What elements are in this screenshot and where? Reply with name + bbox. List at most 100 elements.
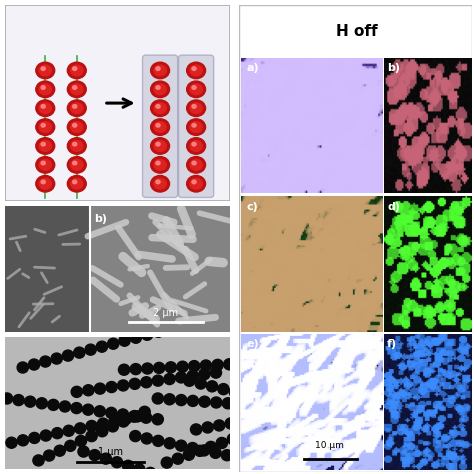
Circle shape xyxy=(48,400,59,410)
Circle shape xyxy=(156,123,160,127)
Text: d): d) xyxy=(387,201,400,212)
Circle shape xyxy=(85,344,96,355)
Circle shape xyxy=(134,464,145,474)
FancyBboxPatch shape xyxy=(179,55,214,198)
Text: c): c) xyxy=(246,201,258,212)
Circle shape xyxy=(152,375,164,386)
Circle shape xyxy=(130,332,141,343)
Circle shape xyxy=(94,406,105,417)
Circle shape xyxy=(130,430,141,442)
Circle shape xyxy=(67,81,86,98)
Circle shape xyxy=(129,378,140,389)
Circle shape xyxy=(238,429,249,441)
Circle shape xyxy=(78,446,89,457)
Circle shape xyxy=(41,142,46,146)
Circle shape xyxy=(187,175,206,192)
Circle shape xyxy=(156,471,167,474)
Circle shape xyxy=(73,347,85,358)
Circle shape xyxy=(164,438,175,449)
Circle shape xyxy=(73,105,77,108)
Circle shape xyxy=(260,422,272,433)
Circle shape xyxy=(192,142,196,146)
Circle shape xyxy=(118,364,130,375)
Circle shape xyxy=(199,369,210,380)
Circle shape xyxy=(153,326,164,337)
Circle shape xyxy=(39,65,51,76)
Circle shape xyxy=(36,81,55,98)
Circle shape xyxy=(36,138,55,154)
Circle shape xyxy=(41,161,46,165)
Circle shape xyxy=(210,397,222,408)
Circle shape xyxy=(175,394,187,406)
Circle shape xyxy=(39,122,51,132)
Circle shape xyxy=(54,445,65,456)
Circle shape xyxy=(152,393,164,404)
Circle shape xyxy=(187,138,206,154)
Circle shape xyxy=(192,161,196,165)
Circle shape xyxy=(73,180,77,184)
Circle shape xyxy=(73,86,77,89)
Circle shape xyxy=(156,142,160,146)
Circle shape xyxy=(236,358,246,369)
Circle shape xyxy=(237,416,248,427)
Circle shape xyxy=(107,421,118,432)
Circle shape xyxy=(154,122,166,132)
Circle shape xyxy=(44,450,55,461)
Circle shape xyxy=(281,402,292,413)
Circle shape xyxy=(154,103,166,114)
Circle shape xyxy=(36,100,55,117)
Circle shape xyxy=(248,414,259,425)
Circle shape xyxy=(100,453,111,464)
Circle shape xyxy=(183,449,194,460)
Circle shape xyxy=(216,438,228,448)
Circle shape xyxy=(39,178,51,189)
Circle shape xyxy=(36,119,55,136)
Circle shape xyxy=(132,411,143,422)
Circle shape xyxy=(83,385,94,396)
Circle shape xyxy=(67,156,86,173)
Circle shape xyxy=(286,401,297,411)
Circle shape xyxy=(65,440,76,451)
Circle shape xyxy=(257,400,269,411)
Circle shape xyxy=(140,412,152,423)
Circle shape xyxy=(73,161,77,165)
Circle shape xyxy=(274,398,286,409)
Circle shape xyxy=(207,381,218,392)
Circle shape xyxy=(189,361,200,372)
Circle shape xyxy=(33,455,44,466)
Circle shape xyxy=(172,453,183,464)
Circle shape xyxy=(67,119,86,136)
Circle shape xyxy=(67,100,86,117)
Circle shape xyxy=(187,156,206,173)
Circle shape xyxy=(151,175,170,192)
Circle shape xyxy=(154,159,166,170)
Circle shape xyxy=(190,178,202,189)
Circle shape xyxy=(202,422,213,433)
Circle shape xyxy=(234,399,245,410)
Circle shape xyxy=(142,363,153,374)
Circle shape xyxy=(156,86,160,89)
Circle shape xyxy=(142,329,153,340)
Circle shape xyxy=(36,175,55,192)
Circle shape xyxy=(199,396,210,407)
Circle shape xyxy=(118,380,129,391)
Circle shape xyxy=(151,156,170,173)
Circle shape xyxy=(194,445,206,456)
Circle shape xyxy=(118,416,129,427)
Circle shape xyxy=(1,393,13,404)
Circle shape xyxy=(86,430,97,442)
FancyBboxPatch shape xyxy=(143,55,178,198)
Circle shape xyxy=(129,410,140,421)
Circle shape xyxy=(41,86,46,89)
Circle shape xyxy=(190,159,202,170)
Circle shape xyxy=(153,435,164,447)
Circle shape xyxy=(255,457,267,468)
Circle shape xyxy=(283,408,294,419)
Circle shape xyxy=(71,178,83,189)
Circle shape xyxy=(175,440,187,451)
Circle shape xyxy=(229,386,240,397)
Circle shape xyxy=(18,435,28,446)
Circle shape xyxy=(106,382,117,392)
Circle shape xyxy=(201,360,211,371)
Circle shape xyxy=(195,378,206,389)
